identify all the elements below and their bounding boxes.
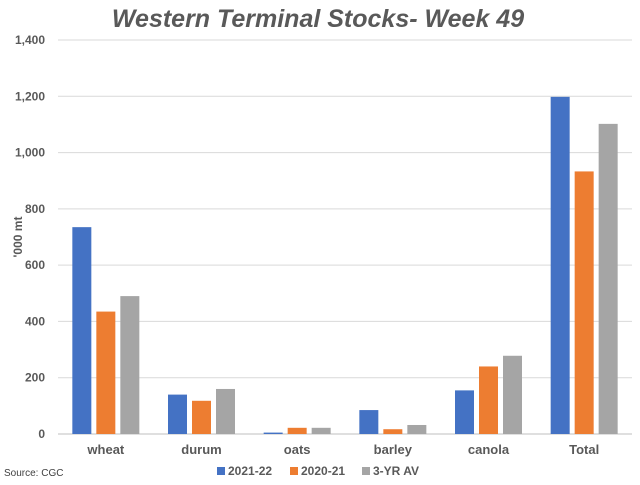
y-tick-label: 400 [25, 314, 45, 328]
bar [574, 171, 594, 435]
bars [72, 96, 618, 435]
legend-swatch [290, 467, 298, 475]
bar [168, 394, 187, 434]
bar [479, 366, 498, 434]
bar [407, 424, 427, 434]
legend-label: 2021-22 [228, 464, 272, 478]
y-tick-label: 1,200 [15, 89, 45, 103]
bar [72, 227, 92, 434]
y-tick-label: 600 [25, 258, 45, 272]
bar [455, 390, 474, 434]
legend: 2021-22 2020-21 3-YR AV [217, 464, 419, 478]
bar [96, 311, 116, 434]
x-tick-label: durum [181, 442, 221, 457]
y-axis-title: '000 mt [11, 217, 25, 258]
y-tick-label: 1,000 [15, 146, 45, 160]
source-note: Source: CGC [4, 468, 63, 479]
bar [311, 427, 331, 434]
bar [120, 296, 140, 434]
x-tick-label: barley [374, 442, 413, 457]
legend-swatch [362, 467, 370, 475]
bar [550, 96, 570, 434]
x-tick-label: wheat [86, 442, 125, 457]
bar [216, 388, 235, 434]
bar [383, 429, 403, 434]
chart-title: Western Terminal Stocks- Week 49 [112, 5, 524, 33]
bar [263, 432, 283, 434]
bar [598, 123, 618, 434]
bar [503, 355, 522, 434]
y-tick-label: 800 [25, 202, 45, 216]
x-axis-ticks: wheat durum oats barley canola Total [86, 442, 599, 457]
x-tick-label: Total [569, 442, 599, 457]
legend-label: 3-YR AV [373, 464, 419, 478]
bar [192, 400, 211, 434]
bar [287, 427, 307, 434]
y-tick-label: 1,400 [15, 33, 45, 47]
x-tick-label: canola [468, 442, 510, 457]
y-tick-label: 200 [25, 371, 45, 385]
y-tick-label: 0 [38, 427, 45, 441]
y-axis-ticks: 0 200 400 600 800 1,000 1,200 1,400 [15, 33, 45, 441]
x-tick-label: oats [284, 442, 311, 457]
legend-label: 2020-21 [301, 464, 345, 478]
legend-swatch [217, 467, 225, 475]
bar [359, 410, 379, 434]
gridlines [58, 39, 632, 435]
